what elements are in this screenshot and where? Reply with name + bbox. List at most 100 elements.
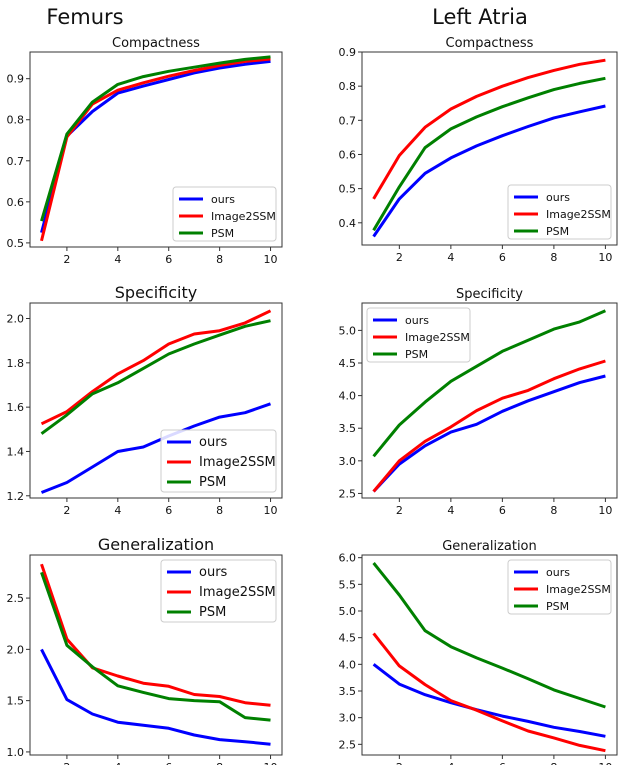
y-tick-label: 5.0 [339, 605, 357, 618]
legend-label: Image2SSM [199, 585, 276, 600]
legend-label: ours [199, 435, 228, 450]
x-tick-label: 4 [114, 761, 121, 765]
x-tick-label: 8 [216, 504, 223, 517]
series-line-psm [372, 76, 606, 232]
x-tick-label: 8 [216, 761, 223, 765]
subplot-title: Compactness [112, 36, 200, 51]
legend: ours Image2SSM PSM [172, 186, 277, 242]
subplot-title: Compactness [446, 36, 534, 51]
y-tick-label: 2.0 [7, 313, 25, 326]
y-tick-label: 2.5 [339, 738, 357, 751]
series-line-image2ssm [40, 563, 271, 707]
x-tick-label: 4 [114, 504, 121, 517]
series-line-image2ssm [40, 309, 272, 426]
plot-frame [29, 554, 283, 756]
x-tick-label: 10 [598, 504, 612, 517]
subplot-left-atria-compactness: Compactness 2 4 6 8 10 0.4 0.5 0.6 0.7 0.8 0.9 ours I… [339, 36, 618, 264]
x-tick-label: 10 [598, 251, 612, 264]
x-tick-label: 8 [550, 504, 557, 517]
legend: ours Image2SSM PSM [507, 184, 612, 240]
x-tick-label: 6 [165, 761, 172, 765]
series-line-image2ssm [40, 57, 271, 242]
legend: ours Image2SSM PSM [507, 559, 612, 615]
legend-label: PSM [546, 600, 569, 613]
legend-label: Image2SSM [546, 583, 611, 596]
y-tick-label: 5.0 [339, 324, 357, 337]
legend-label: ours [211, 193, 235, 206]
x-tick-label: 2 [63, 253, 70, 266]
x-tick-label: 8 [550, 251, 557, 264]
y-tick-label: 1.2 [7, 490, 25, 503]
legend-box [160, 429, 277, 493]
legend-label: PSM [405, 348, 428, 361]
legend-label: ours [405, 314, 429, 327]
column-header-femurs: Femurs [46, 5, 123, 29]
legend-label: ours [199, 565, 228, 580]
series-line-ours [372, 374, 606, 493]
y-tick-label: 3.5 [339, 422, 357, 435]
legend-label: PSM [211, 227, 234, 240]
y-tick-label: 3.5 [339, 685, 357, 698]
y-tick-label: 4.0 [339, 390, 357, 403]
plot-frame [361, 51, 618, 246]
y-tick-label: 1.5 [7, 695, 25, 708]
legend: ours Image2SSM PSM [160, 429, 277, 493]
x-tick-label: 10 [264, 504, 278, 517]
legend-box [160, 559, 277, 623]
plot-frame [361, 554, 618, 756]
x-tick-label: 6 [499, 504, 506, 517]
y-tick-label: 5.5 [339, 578, 357, 591]
subplot-femurs-specificity: Specificity 2 4 6 8 10 1.2 1.4 1.6 1.8 2.0 ours Imag… [7, 283, 283, 517]
series-line-psm [372, 562, 606, 709]
y-tick-label: 0.5 [339, 183, 357, 196]
series-line-image2ssm [372, 632, 606, 753]
y-tick-label: 6.0 [339, 552, 357, 565]
legend-label: PSM [546, 225, 569, 238]
series-line-ours [40, 59, 271, 233]
legend-label: PSM [199, 475, 226, 490]
x-tick-label: 6 [165, 253, 172, 266]
y-tick-label: 0.6 [7, 196, 25, 209]
column-header-left-atria: Left Atria [432, 5, 528, 29]
x-tick-label: 8 [550, 761, 557, 765]
x-tick-label: 10 [264, 761, 278, 765]
legend-label: Image2SSM [199, 455, 276, 470]
x-tick-label: 6 [499, 251, 506, 264]
y-tick-label: 2.0 [7, 643, 25, 656]
y-tick-label: 0.8 [7, 114, 25, 127]
series-line-psm [40, 319, 271, 435]
x-tick-label: 4 [447, 251, 454, 264]
subplot-title: Generalization [98, 535, 214, 554]
x-tick-label: 4 [447, 761, 454, 765]
subplot-left-atria-specificity: Specificity 2 4 6 8 10 2.5 3.0 3.5 4.0 4.5 5.0 ours I… [339, 287, 618, 517]
y-tick-label: 2.5 [7, 592, 25, 605]
x-tick-label: 2 [63, 761, 70, 765]
subplot-title: Generalization [442, 539, 537, 554]
legend: ours Image2SSM PSM [366, 307, 471, 363]
series-line-psm [372, 309, 606, 458]
plot-frame [29, 302, 283, 499]
x-tick-label: 10 [264, 253, 278, 266]
subplot-title: Specificity [115, 283, 197, 302]
legend-label: PSM [199, 605, 226, 620]
y-tick-label: 3.0 [339, 455, 357, 468]
subplot-left-atria-generalization: Generalization 2 4 6 8 10 2.5 3.0 3.5 4.0 4.5 5.0 5.… [339, 539, 618, 769]
legend-label: Image2SSM [405, 331, 470, 344]
plot-frame [361, 302, 618, 499]
subplot-femurs-generalization: Generalization 2 4 6 8 10 1.0 1.5 2.0 2.5 ours Imag… [7, 535, 283, 769]
series-line-psm [40, 55, 271, 222]
x-tick-label: 8 [216, 253, 223, 266]
series-line-ours [372, 663, 606, 738]
x-tick-label: 2 [63, 504, 70, 517]
x-tick-label: 4 [114, 253, 121, 266]
y-tick-label: 0.4 [339, 217, 357, 230]
series-line-image2ssm [372, 359, 606, 493]
legend-label: Image2SSM [546, 208, 611, 221]
y-tick-label: 1.6 [7, 401, 25, 414]
subplot-femurs-compactness: Compactness 2 4 6 8 10 0.5 0.6 0.7 0.8 0.9 ours Imag… [7, 36, 283, 266]
y-tick-label: 4.0 [339, 658, 357, 671]
x-tick-label: 2 [396, 251, 403, 264]
series-line-psm [40, 571, 271, 722]
y-tick-label: 1.4 [7, 445, 25, 458]
